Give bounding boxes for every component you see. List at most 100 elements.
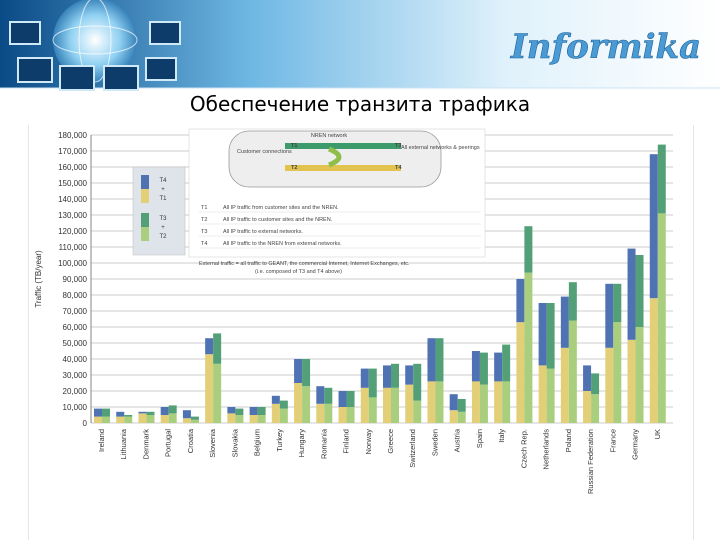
bar-t3 bbox=[546, 303, 555, 369]
bar-t4 bbox=[116, 411, 125, 417]
y-tick-label: 70,000 bbox=[63, 307, 88, 316]
nren-network-label: NREN network bbox=[311, 133, 348, 139]
bar-t2 bbox=[613, 322, 622, 423]
definition-text: All IP traffic to the NREN from external… bbox=[223, 241, 342, 247]
bar-t3 bbox=[502, 344, 511, 382]
bar-t3 bbox=[279, 400, 288, 409]
category-label: Netherlands bbox=[542, 429, 551, 470]
bar-t3 bbox=[124, 415, 133, 417]
category-label: Switzerland bbox=[408, 429, 417, 468]
bar-t4 bbox=[205, 338, 214, 355]
category-label: Turkey bbox=[275, 429, 284, 452]
bar-t2 bbox=[213, 363, 222, 423]
bar-t4 bbox=[538, 303, 547, 366]
bar-t2 bbox=[591, 394, 600, 423]
arrow-label: T3 bbox=[395, 143, 401, 149]
category-label: Russian Federation bbox=[586, 429, 595, 494]
bar-t1 bbox=[516, 322, 525, 423]
bar-t3 bbox=[613, 283, 622, 323]
legend-label: T1 bbox=[159, 196, 167, 202]
bar-t4 bbox=[383, 365, 391, 388]
bar-t4 bbox=[271, 395, 280, 404]
y-tick-label: 10,000 bbox=[63, 403, 88, 412]
category-label: Austria bbox=[453, 428, 462, 452]
bar-t3 bbox=[302, 359, 311, 387]
bar-t1 bbox=[383, 387, 391, 423]
category-label: Slovenia bbox=[208, 428, 217, 458]
y-tick-label: 130,000 bbox=[58, 211, 87, 220]
bar-t1 bbox=[182, 418, 191, 423]
bar-t4 bbox=[427, 338, 436, 382]
bar-t4 bbox=[249, 407, 258, 415]
y-tick-label: 40,000 bbox=[63, 355, 88, 364]
bar-t1 bbox=[494, 381, 503, 423]
y-tick-label: 180,000 bbox=[58, 131, 87, 140]
legend-swatch bbox=[141, 175, 149, 189]
bar-t1 bbox=[138, 413, 147, 423]
bar-t4 bbox=[138, 411, 147, 414]
bar-t2 bbox=[657, 213, 666, 423]
loop-arrow bbox=[327, 146, 342, 168]
bar-t3 bbox=[235, 408, 244, 415]
bar-t3 bbox=[435, 338, 444, 382]
category-label: Greece bbox=[386, 429, 395, 454]
category-label: Lithuania bbox=[119, 428, 128, 459]
all-external-label: All external networks & peerings bbox=[401, 145, 480, 151]
bar-t2 bbox=[279, 408, 288, 423]
category-label: Czech Rep. bbox=[519, 429, 528, 468]
bar-t4 bbox=[94, 408, 102, 417]
y-tick-label: 110,000 bbox=[59, 243, 88, 252]
bar-t3 bbox=[524, 226, 533, 273]
bar-t2 bbox=[635, 327, 644, 423]
category-label: Croatia bbox=[186, 428, 195, 453]
bar-t1 bbox=[360, 387, 369, 423]
bar-t2 bbox=[346, 407, 355, 423]
y-tick-label: 120,000 bbox=[58, 227, 87, 236]
bar-t1 bbox=[338, 407, 347, 423]
bar-t3 bbox=[391, 363, 399, 388]
category-label: Germany bbox=[631, 429, 640, 460]
bar-t1 bbox=[583, 391, 592, 423]
arrow-t4-bar bbox=[285, 165, 401, 171]
arrow-t1-bar bbox=[285, 143, 401, 149]
inset-diagram: NREN network Customer connections All exte… bbox=[188, 128, 486, 275]
bar-t1 bbox=[605, 347, 614, 423]
bar-t3 bbox=[146, 411, 155, 415]
category-label: UK bbox=[653, 429, 662, 439]
bar-t4 bbox=[494, 352, 503, 382]
y-tick-label: 20,000 bbox=[63, 387, 88, 396]
bar-t2 bbox=[479, 384, 488, 423]
bar-t1 bbox=[560, 347, 569, 423]
bar-t1 bbox=[249, 415, 258, 423]
bar-t2 bbox=[502, 381, 511, 423]
category-label: Hungary bbox=[297, 429, 306, 458]
bar-t4 bbox=[227, 407, 236, 414]
bar-t4 bbox=[449, 394, 458, 411]
bar-chart: 0 10,000 20,000 30,000 40,000 50,000 60,000 70,… bbox=[34, 128, 673, 494]
slide-title: Обеспечение транзита трафика bbox=[189, 92, 531, 116]
bar-t3 bbox=[479, 352, 488, 385]
bar-t1 bbox=[94, 416, 102, 423]
category-label: Slovakia bbox=[230, 428, 239, 457]
bar-t4 bbox=[294, 359, 303, 383]
legend: T4 + T1 T3 + T2 bbox=[132, 166, 186, 256]
category-label: Spain bbox=[475, 429, 484, 448]
category-label: Italy bbox=[497, 429, 506, 443]
bar-t4 bbox=[560, 296, 569, 348]
bar-t3 bbox=[324, 387, 333, 404]
bar-t3 bbox=[413, 363, 422, 401]
bar-t2 bbox=[435, 381, 444, 423]
bar-t3 bbox=[190, 416, 199, 420]
legend-swatch bbox=[141, 189, 149, 203]
svg-text:Informika: Informika bbox=[510, 27, 701, 67]
category-label: Denmark bbox=[141, 429, 150, 460]
bar-t1 bbox=[427, 381, 436, 423]
bar-t1 bbox=[271, 403, 280, 423]
y-tick-label: 100,000 bbox=[58, 259, 87, 268]
bar-t2 bbox=[102, 416, 110, 423]
bar-t1 bbox=[449, 410, 458, 423]
arrow-label: T1 bbox=[291, 143, 297, 149]
y-axis-label: Traffic (TB/year) bbox=[34, 250, 43, 308]
bar-t4 bbox=[405, 365, 414, 385]
definition-text: All IP traffic to external networks. bbox=[223, 229, 303, 235]
